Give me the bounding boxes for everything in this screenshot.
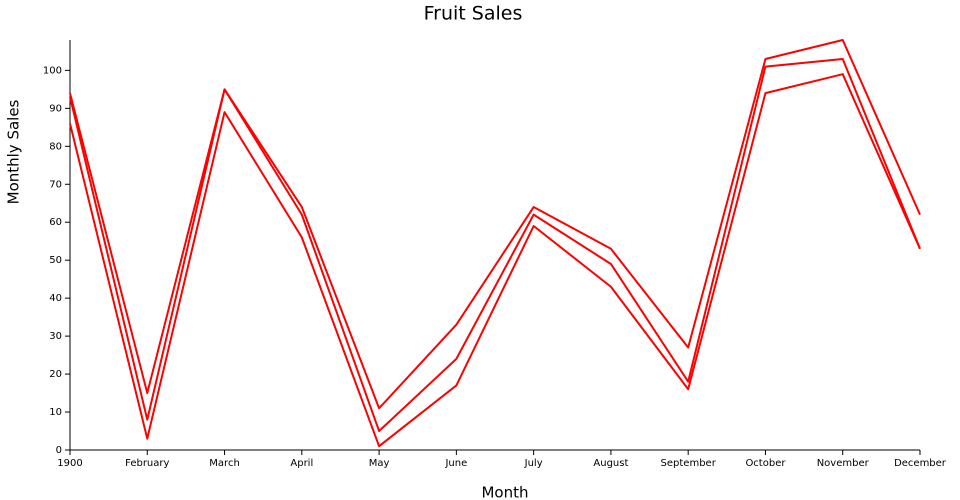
- x-tick-label: December: [894, 458, 947, 469]
- x-tick-label: March: [209, 458, 239, 469]
- x-tick-label: 1900: [57, 458, 82, 469]
- y-tick-label: 30: [49, 331, 62, 342]
- y-tick-label: 90: [49, 103, 62, 114]
- x-tick-label: November: [817, 458, 870, 469]
- x-tick-label: August: [593, 458, 628, 469]
- y-tick-label: 0: [56, 445, 62, 456]
- x-tick-label: September: [661, 458, 717, 469]
- y-tick-label: 50: [49, 255, 62, 266]
- y-axis-label: Monthly Sales: [5, 99, 23, 204]
- x-tick-label: May: [369, 458, 390, 469]
- y-tick-label: 10: [49, 407, 62, 418]
- x-tick-label: October: [745, 458, 786, 469]
- x-tick-label: April: [290, 458, 313, 469]
- y-tick-label: 40: [49, 293, 62, 304]
- x-tick-label: July: [524, 458, 543, 469]
- chart-title: Fruit Sales: [424, 3, 523, 25]
- series-line: [69, 39, 921, 410]
- y-tick-label: 100: [43, 65, 62, 76]
- series-line: [69, 57, 921, 433]
- y-tick-label: 80: [49, 141, 62, 152]
- x-tick-label: February: [125, 458, 169, 469]
- y-tick-label: 60: [49, 217, 62, 228]
- y-tick-label: 70: [49, 179, 62, 190]
- x-tick-label: June: [444, 458, 467, 469]
- x-axis-label: Month: [481, 484, 528, 500]
- series-line: [69, 73, 921, 448]
- y-tick-label: 20: [49, 369, 62, 380]
